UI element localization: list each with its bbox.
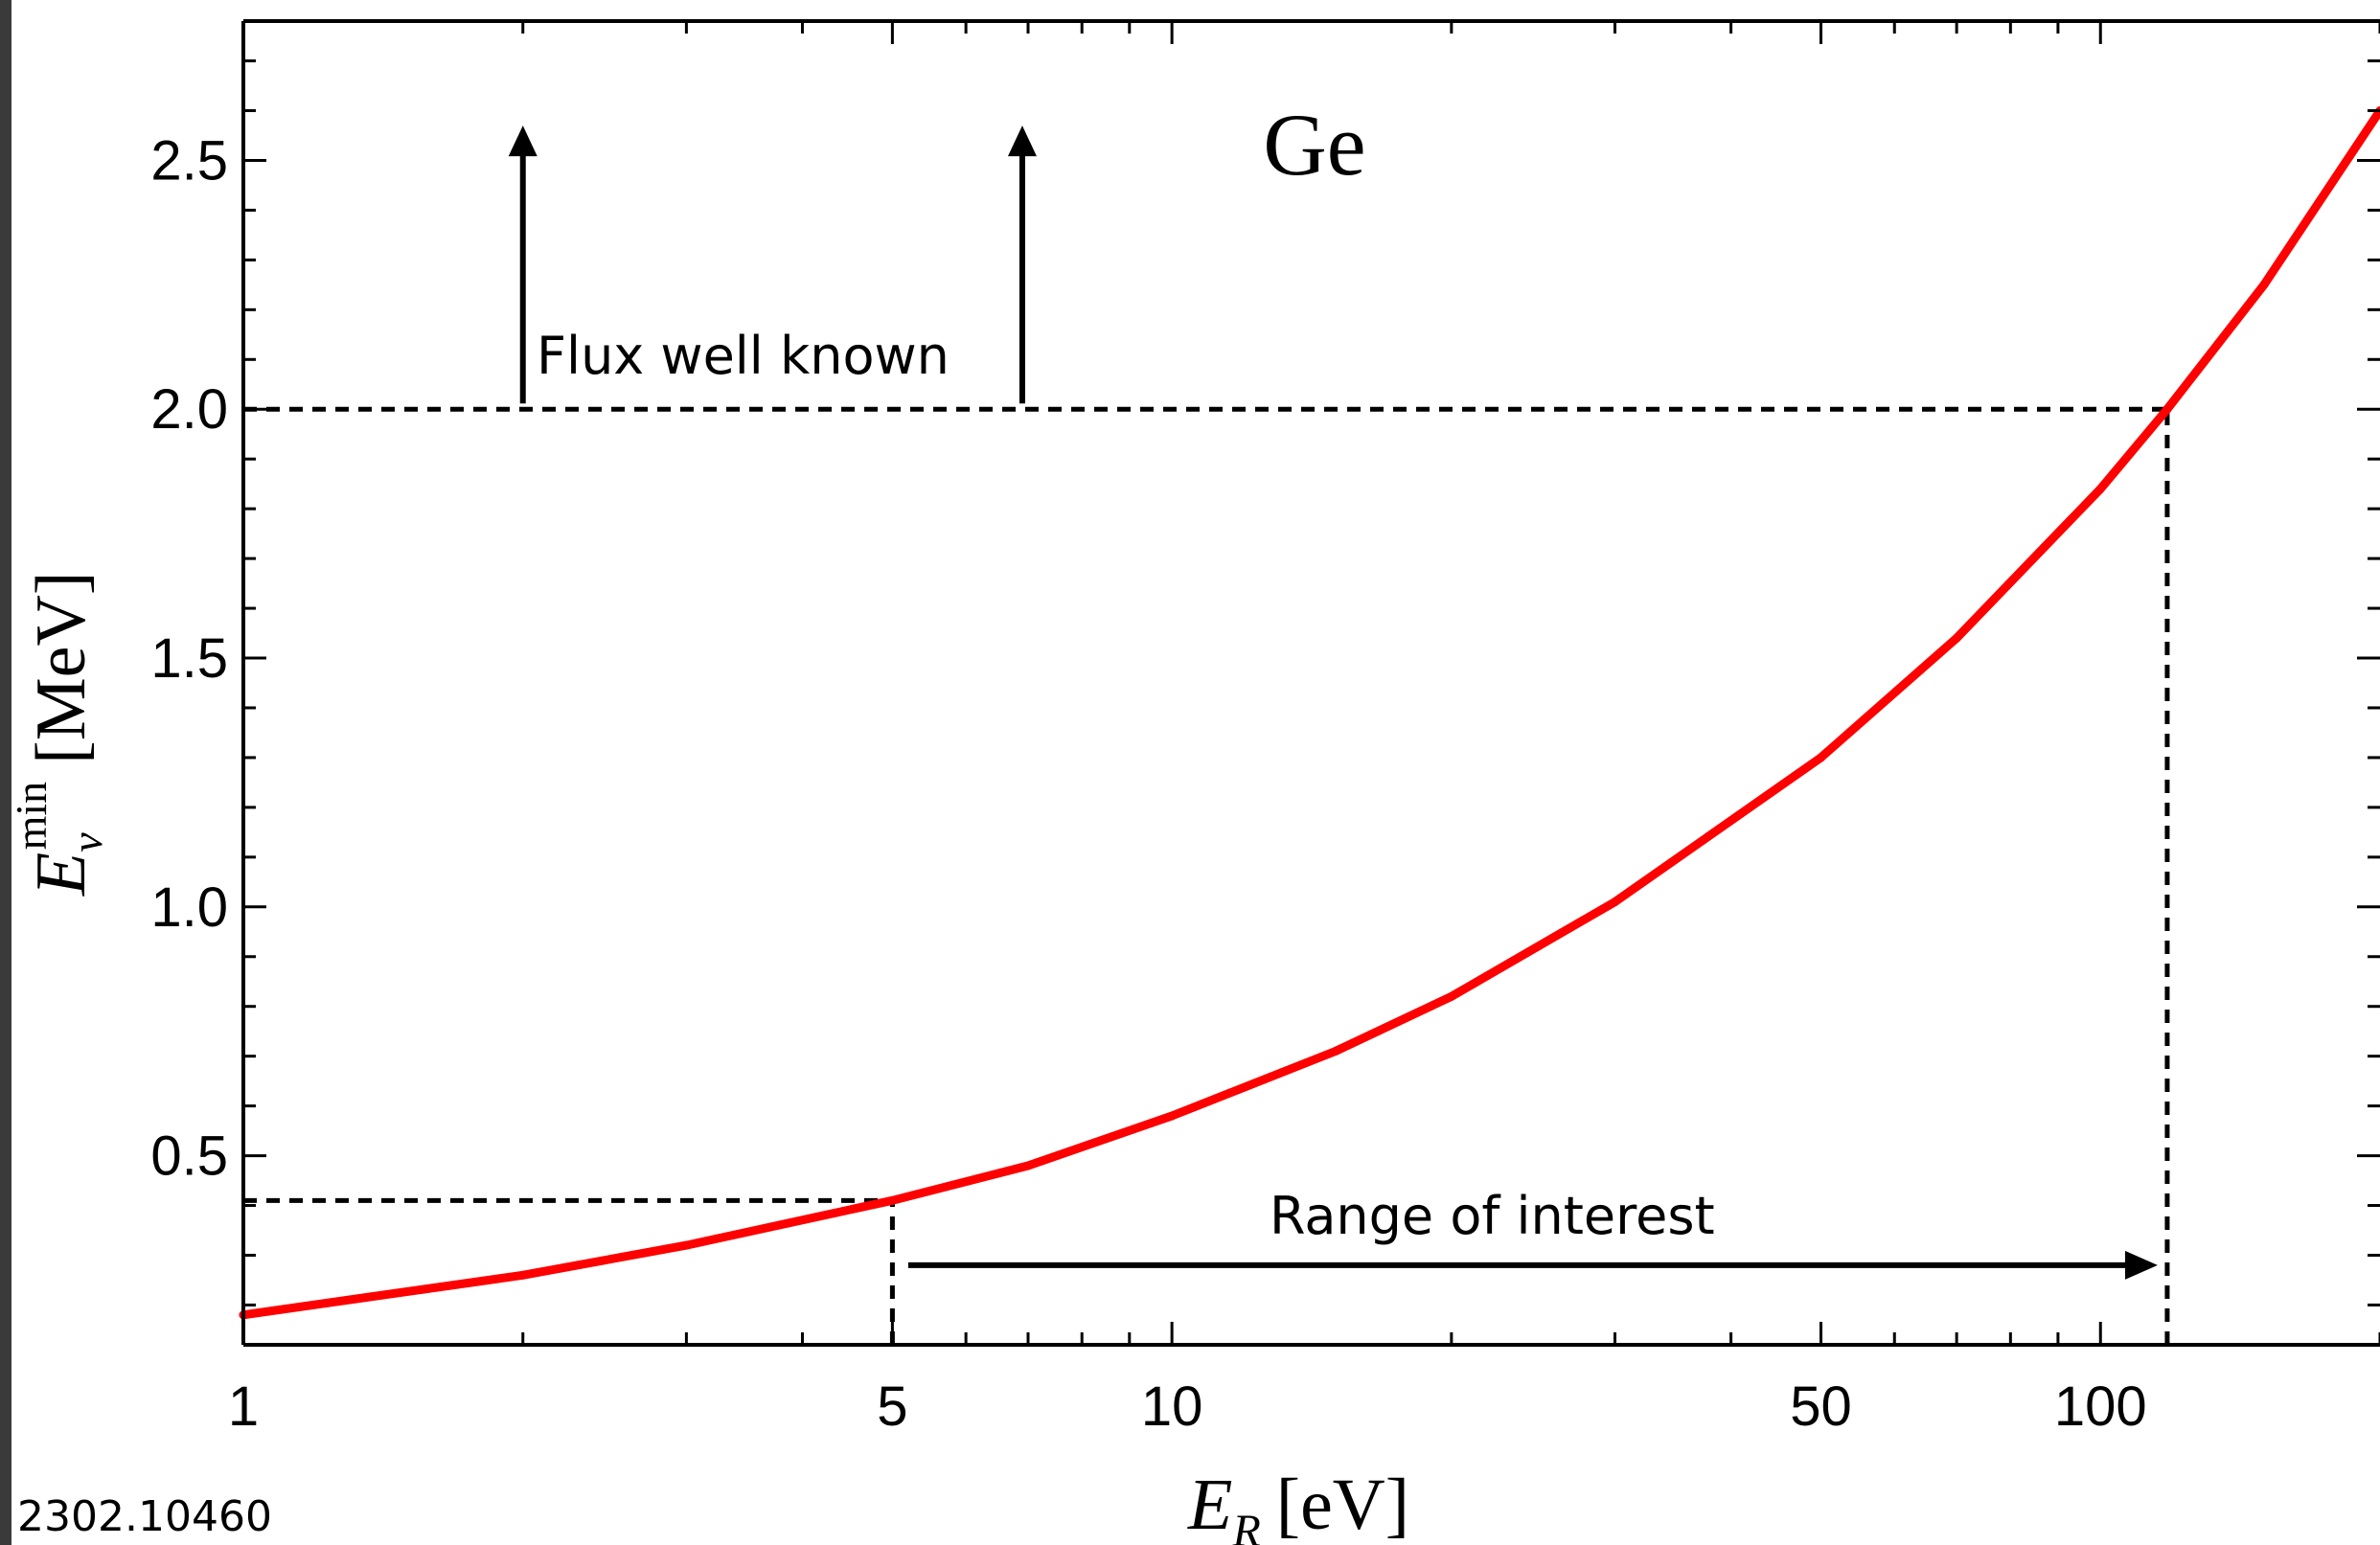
data-point (1167, 1111, 1177, 1121)
y-axis-label: Eνmin [MeV] (7, 571, 111, 897)
data-point (681, 1240, 691, 1250)
flux-arrow-head (1007, 125, 1037, 157)
data-point (2259, 280, 2269, 289)
x-axis-label: ER [eV] (1187, 1465, 1409, 1545)
figure-panel (11, 0, 2380, 1545)
data-point (1611, 897, 1620, 907)
reference-lines (243, 406, 2170, 1345)
range-annotation-label: Range of interest (1270, 1186, 1715, 1246)
data-point (1952, 633, 1961, 643)
data-point (1447, 991, 1456, 1001)
y-tick-label: 2.5 (150, 129, 228, 192)
data-point (887, 1195, 897, 1205)
y-axis-label-subscript: ν (62, 832, 111, 852)
data-point (1817, 753, 1826, 762)
y-axis-label-superscript: min (7, 782, 56, 851)
data-point (1023, 1161, 1033, 1170)
x-tick-label: 50 (1790, 1375, 1852, 1438)
data-point (2163, 404, 2172, 414)
x-axis-label-symbol: E (1187, 1465, 1232, 1545)
flux-annotation-label: Flux well known (537, 326, 950, 386)
flux-arrow-head (508, 125, 538, 157)
y-axis-label-unit: [MeV] (22, 571, 101, 763)
x-tick-label: 10 (1141, 1375, 1203, 1438)
axes (241, 19, 2380, 1347)
chart-title: Ge (1263, 96, 1365, 193)
y-tick-label: 2.0 (150, 378, 228, 441)
y-tick-label: 0.5 (150, 1125, 228, 1188)
data-point (2095, 484, 2105, 493)
x-tick-label: 5 (877, 1375, 907, 1438)
x-tick-label: 100 (2054, 1375, 2147, 1438)
x-axis-label-subscript: R (1231, 1506, 1260, 1545)
tick-marks (241, 21, 2380, 1345)
reference-id: 2302.10460 (17, 1492, 272, 1541)
data-point (1331, 1046, 1340, 1056)
range-arrow-head (2124, 1250, 2158, 1280)
y-tick-label: 1.0 (150, 876, 228, 939)
tick-labels: 1 5 10 50 100 0.5 1.0 1.5 2.0 2.5 (150, 129, 2146, 1438)
x-axis-label-unit: [eV] (1276, 1465, 1409, 1545)
data-point (518, 1270, 528, 1280)
y-axis-label-symbol: E (22, 852, 101, 897)
x-tick-label: 1 (228, 1375, 259, 1438)
annotation-arrows (508, 125, 2158, 1280)
y-tick-label: 1.5 (150, 627, 228, 690)
data-series (239, 106, 2380, 1320)
